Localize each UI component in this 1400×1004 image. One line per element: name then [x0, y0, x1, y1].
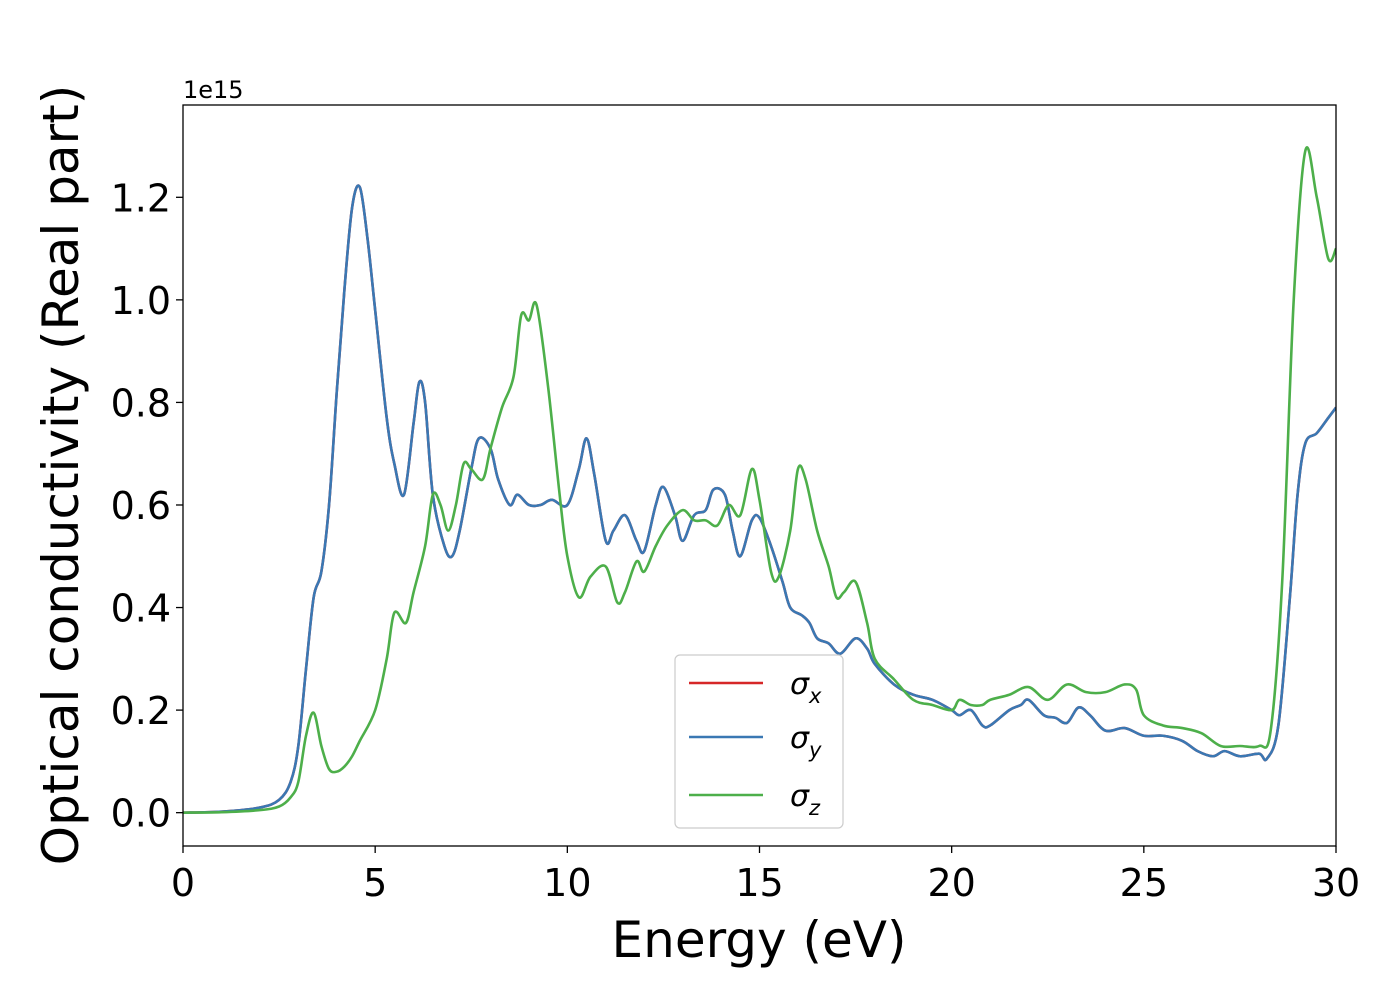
x-axis-ticks: 0 5 10 15 20 25 30 [171, 846, 1360, 905]
x-axis-label: Energy (eV) [612, 911, 907, 969]
y-offset-label: 1e15 [183, 76, 244, 104]
y-axis-label: Optical conductivity (Real part) [32, 85, 90, 866]
legend-label-sigma-z: σz [790, 779, 821, 820]
x-tick-label: 5 [363, 861, 387, 905]
legend-subscript-x: x [808, 684, 822, 708]
legend-subscript-z: z [808, 796, 821, 820]
legend-symbol-sigma-y: σ [790, 721, 810, 756]
x-tick-label: 25 [1120, 861, 1168, 905]
series-line-sigma-z [183, 146, 1336, 814]
x-tick-label: 0 [171, 861, 195, 905]
y-tick-label: 0.6 [111, 484, 171, 528]
x-tick-label: 30 [1312, 861, 1360, 905]
legend-box [674, 654, 844, 829]
x-tick-label: 10 [543, 861, 591, 905]
x-tick-label: 20 [927, 861, 975, 905]
y-tick-label: 0.2 [111, 689, 171, 733]
y-tick-label: 1.0 [111, 279, 171, 323]
y-axis-ticks: 0.0 0.2 0.4 0.6 0.8 1.0 1.2 [111, 176, 183, 836]
y-tick-label: 0.4 [111, 587, 171, 631]
y-tick-label: 1.2 [111, 176, 171, 220]
y-tick-label: 0.8 [111, 381, 171, 425]
legend-symbol-sigma-x: σ [790, 667, 810, 702]
legend-subscript-y: y [808, 738, 822, 762]
legend-symbol-sigma-z: σ [790, 779, 810, 814]
series-layer [183, 146, 1336, 814]
legend-label-sigma-y: σy [790, 721, 822, 762]
x-tick-label: 15 [735, 861, 783, 905]
legend: σx σy σz [674, 654, 844, 829]
y-tick-label: 0.0 [111, 792, 171, 836]
legend-label-sigma-x: σx [790, 667, 822, 708]
series-line-sigma-y [183, 184, 1336, 814]
